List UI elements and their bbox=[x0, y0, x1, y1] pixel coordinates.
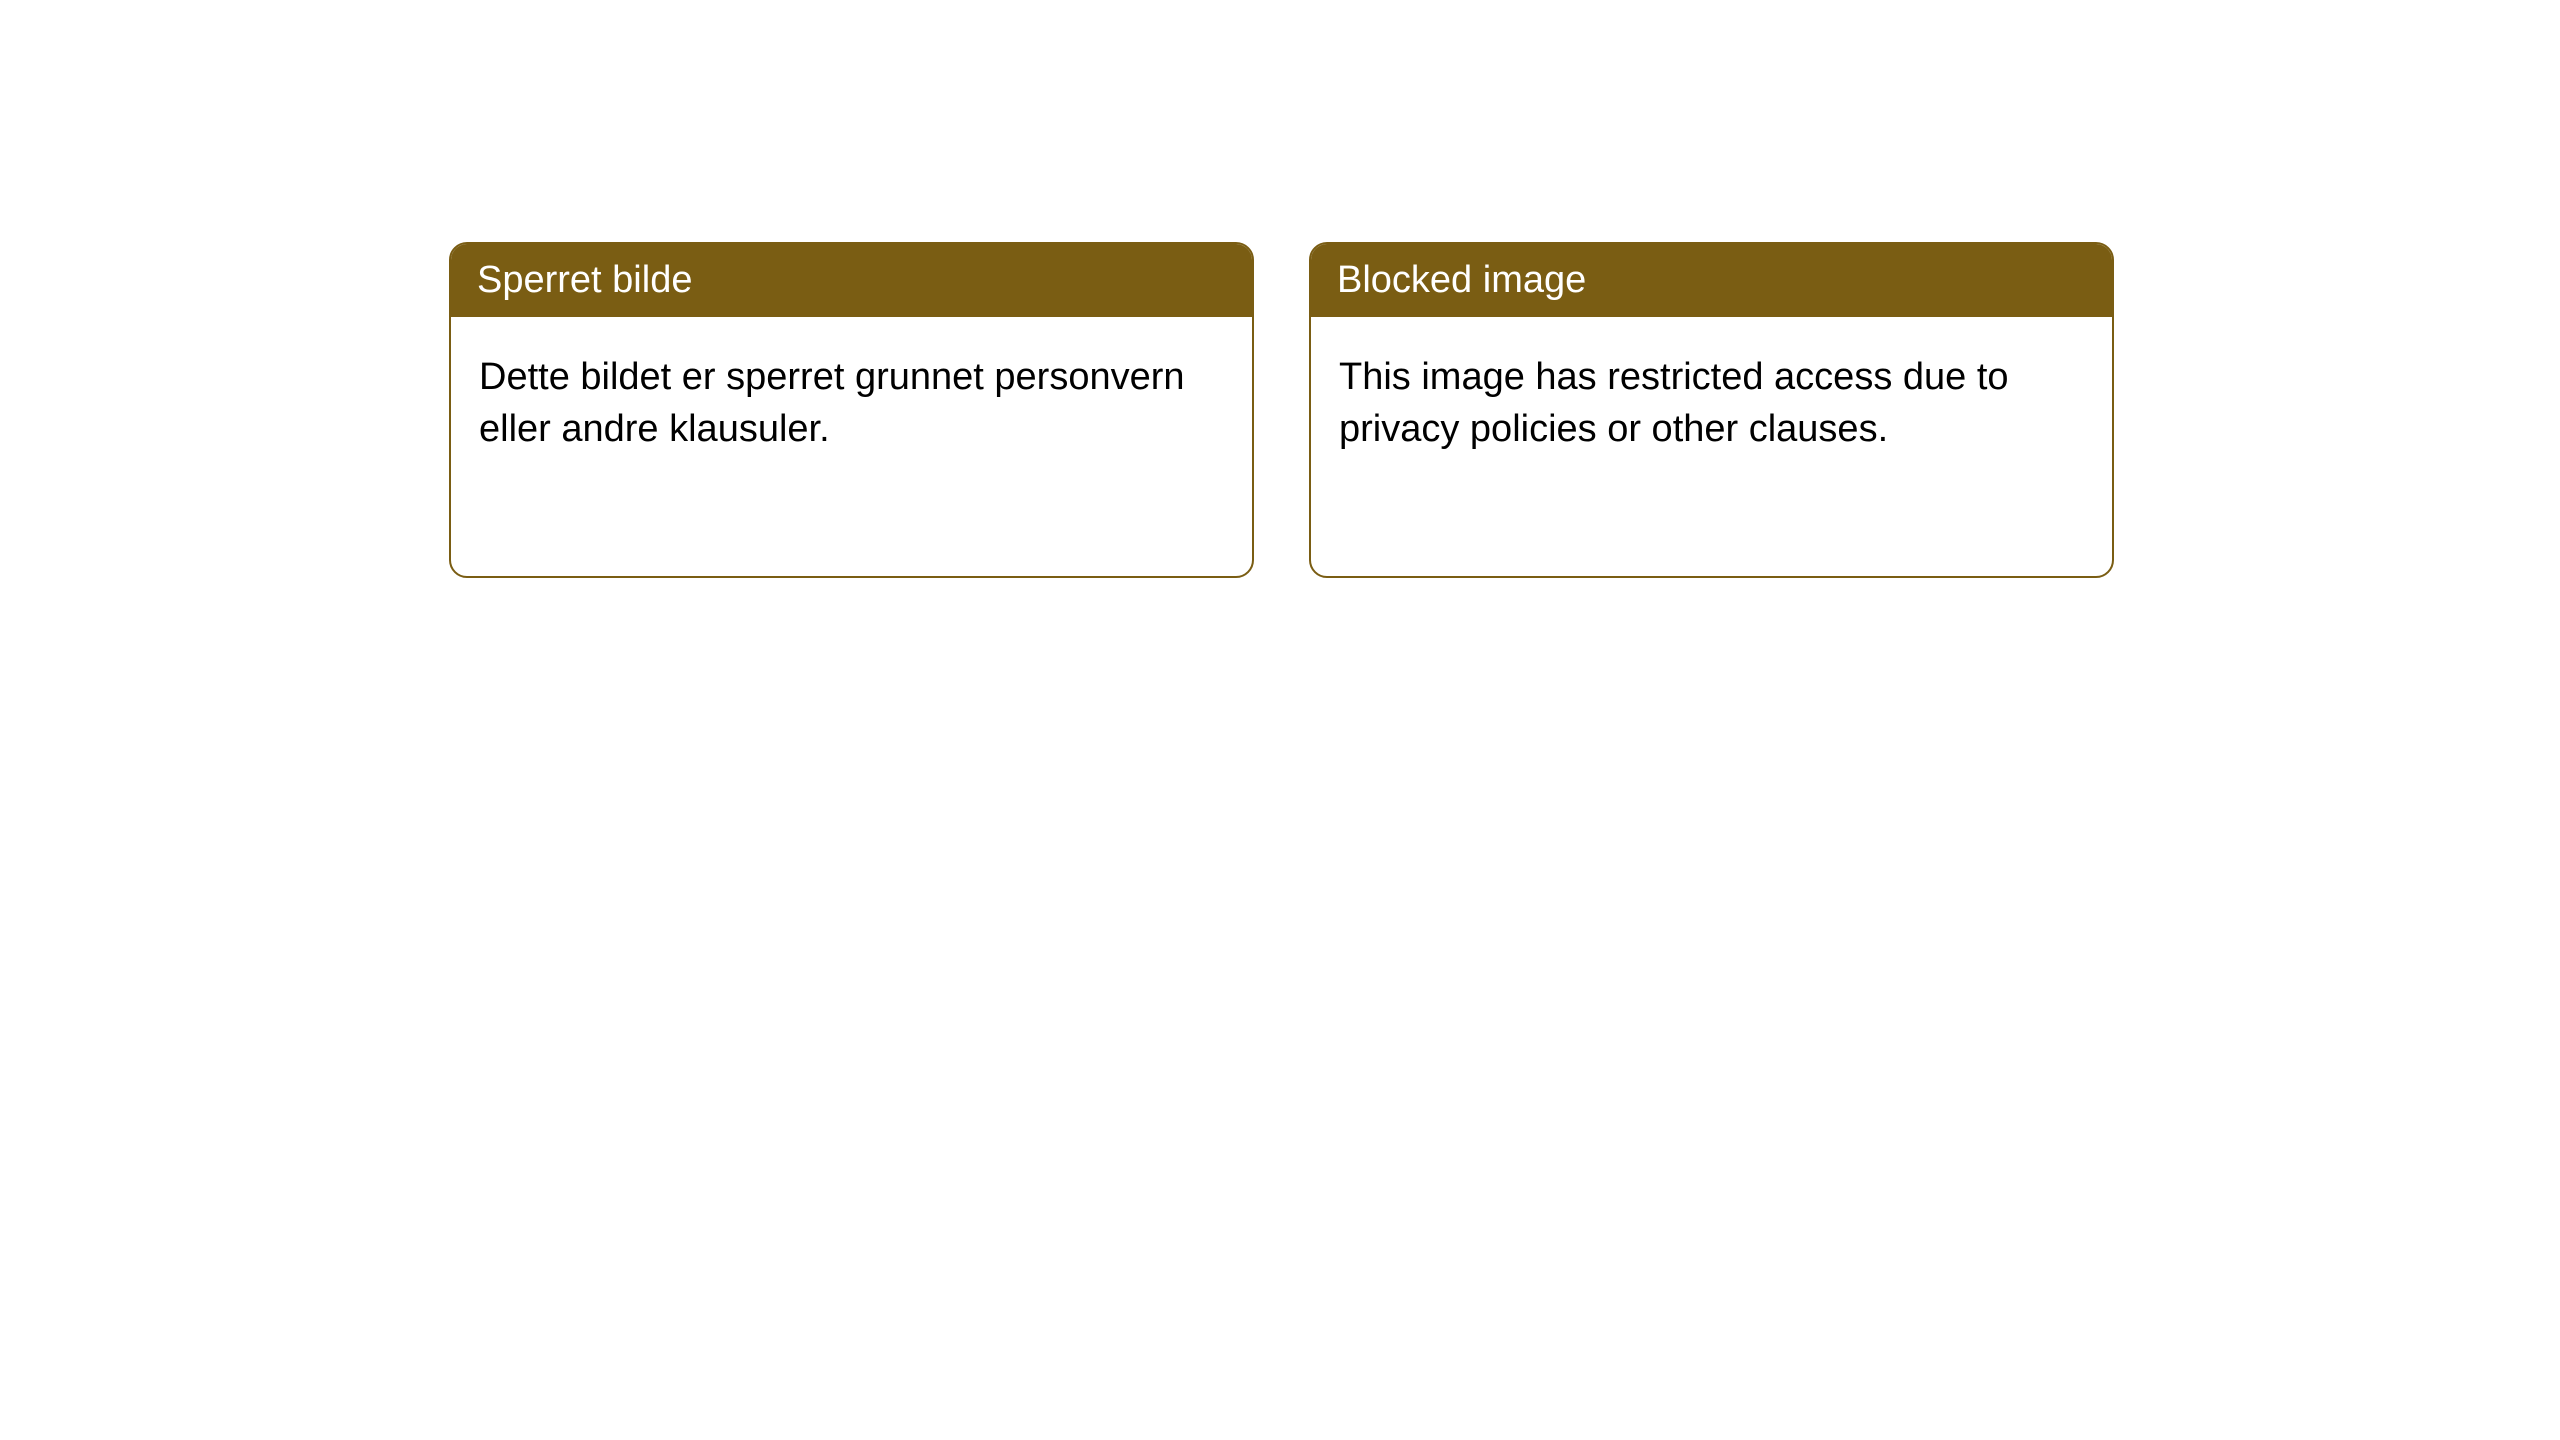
notice-card-english: Blocked image This image has restricted … bbox=[1309, 242, 2114, 578]
notice-card-norwegian: Sperret bilde Dette bildet er sperret gr… bbox=[449, 242, 1254, 578]
notice-header: Sperret bilde bbox=[451, 244, 1252, 317]
notice-container: Sperret bilde Dette bildet er sperret gr… bbox=[0, 0, 2560, 578]
notice-header: Blocked image bbox=[1311, 244, 2112, 317]
notice-body: This image has restricted access due to … bbox=[1311, 317, 2112, 489]
notice-body: Dette bildet er sperret grunnet personve… bbox=[451, 317, 1252, 489]
